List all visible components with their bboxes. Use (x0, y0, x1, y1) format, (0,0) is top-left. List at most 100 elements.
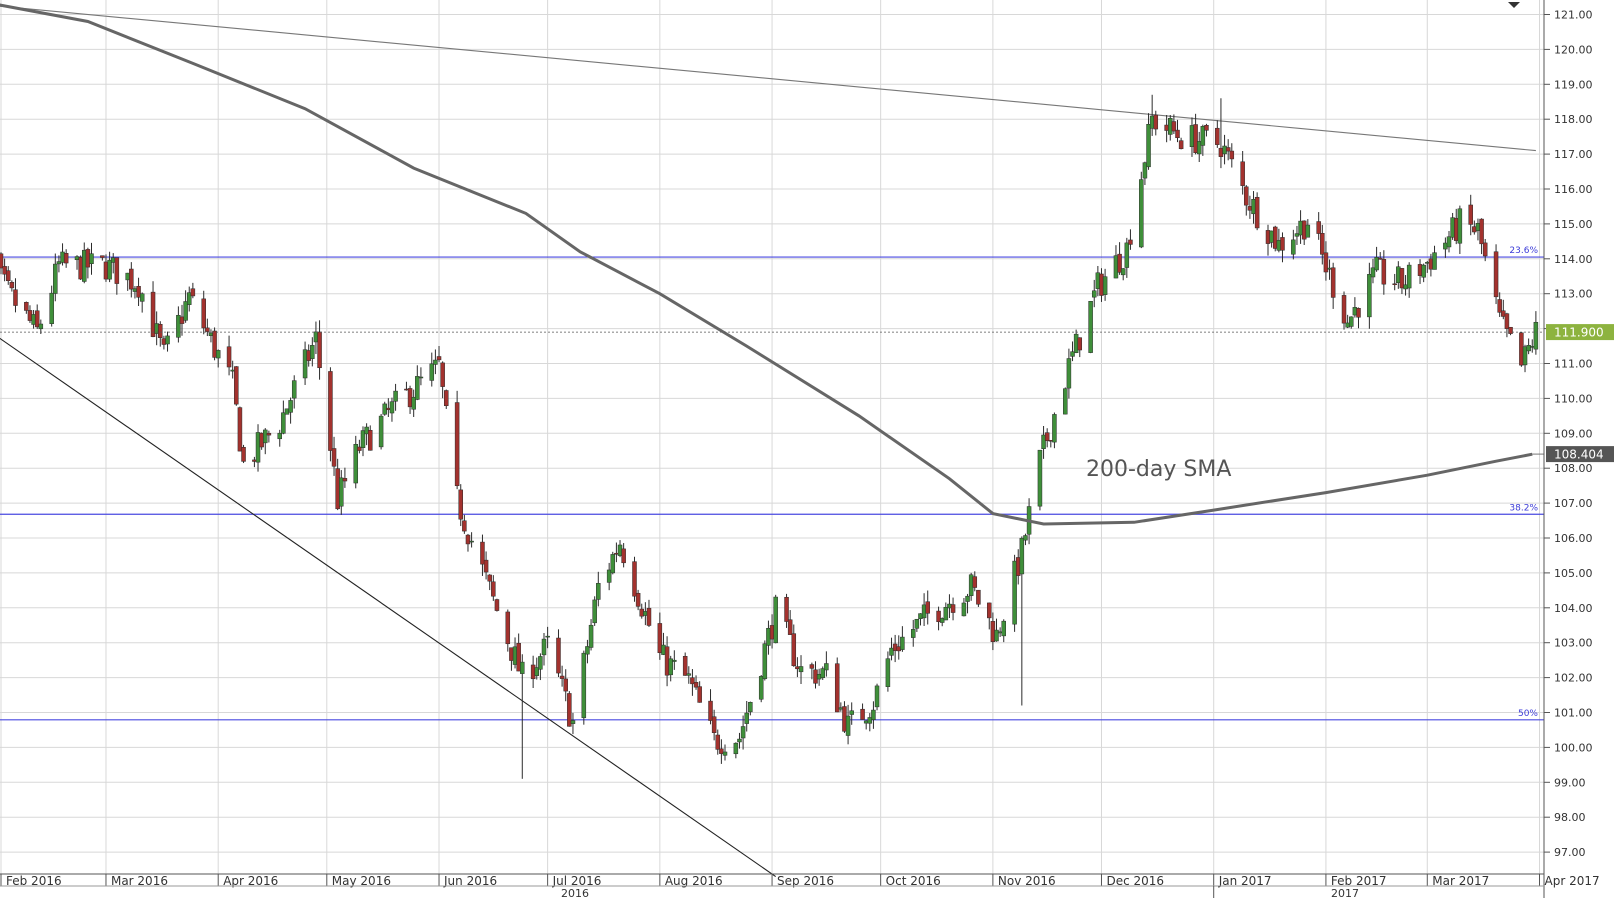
candle-body (1066, 358, 1072, 389)
y-tick-label: 115.00 (1554, 218, 1593, 231)
candle-body (697, 686, 702, 703)
candle-body (281, 412, 286, 434)
candle-body (139, 293, 145, 302)
candle-body (900, 636, 905, 650)
candle-body (1479, 218, 1484, 245)
y-tick-label: 100.00 (1554, 741, 1593, 754)
candle-body (1330, 267, 1336, 298)
candle-body (1493, 251, 1499, 298)
candle-body (1468, 204, 1473, 225)
candle-body (114, 257, 120, 284)
candle-body (646, 607, 652, 626)
candle-body (100, 255, 105, 258)
candle-body (436, 356, 442, 361)
candle-body (585, 646, 590, 655)
candle-body (378, 415, 384, 448)
candle-body (205, 327, 210, 332)
candle-body (889, 647, 894, 656)
trendlines (0, 5, 1536, 877)
candle-body (1204, 124, 1209, 131)
candle-body (1044, 432, 1050, 442)
candle-body (310, 345, 315, 359)
candle-body (1120, 268, 1126, 276)
candle-body (1305, 224, 1311, 238)
candle-body (1381, 259, 1387, 285)
candle-body (415, 376, 420, 400)
candle-body (596, 583, 601, 600)
x-tick-label: Jan 2017 (1218, 874, 1272, 888)
fib-label: 50% (1518, 709, 1538, 719)
candle-body (668, 658, 673, 676)
candle-body (950, 604, 956, 613)
candle-body (331, 448, 337, 467)
candle-body (9, 281, 15, 289)
y-tick-label: 109.00 (1554, 427, 1593, 440)
y-tick-label: 120.00 (1554, 43, 1593, 56)
candle-body (820, 668, 825, 678)
candle-body (129, 268, 134, 290)
candle-body (538, 656, 543, 670)
candle-body (516, 642, 521, 672)
candle-body (89, 253, 94, 264)
candle-body (1052, 414, 1057, 443)
candle-body (1421, 264, 1426, 278)
y-tick-label: 121.00 (1554, 9, 1593, 22)
candle-body (693, 682, 699, 688)
candle-body (534, 667, 540, 676)
candle-body (183, 301, 188, 321)
candle-body (1399, 268, 1405, 289)
candle-body (570, 720, 576, 724)
x-tick-label: Feb 2016 (6, 874, 62, 888)
candle-body (690, 677, 695, 685)
candle-body (1146, 124, 1151, 168)
candle-body (520, 661, 525, 674)
candle-body (994, 629, 999, 642)
candle-body (458, 489, 463, 520)
candle-body (241, 446, 246, 462)
sma-annotation: 200-day SMA (1086, 457, 1231, 482)
candle-body (711, 716, 717, 733)
candle-body (686, 673, 692, 676)
candle-body (2, 266, 7, 275)
candle-body (758, 676, 764, 700)
candle-body (939, 618, 945, 623)
candle-body (342, 478, 348, 482)
candle-body (367, 429, 373, 451)
last-price-tag (1546, 324, 1614, 341)
candle-body (302, 349, 308, 379)
candle-body (393, 390, 398, 402)
candle-body (1457, 208, 1463, 244)
candle-body (491, 581, 496, 597)
trendline-support (0, 337, 776, 877)
y-tick-label: 108.00 (1554, 462, 1593, 475)
candle-body (965, 595, 970, 602)
candle-body (740, 726, 746, 739)
y-tick-label: 99.00 (1554, 776, 1586, 789)
candle-body (433, 359, 438, 365)
candle-body (158, 323, 163, 338)
candle-body (389, 401, 395, 414)
candle-body (976, 589, 981, 605)
candle-body (234, 366, 239, 405)
candle-body (505, 611, 511, 645)
candle-body (1254, 196, 1260, 229)
candle-body (1012, 560, 1017, 625)
candle-body (418, 376, 424, 379)
candle-body (784, 596, 789, 622)
candle-body (1497, 299, 1502, 313)
candle-body (556, 637, 561, 674)
candle-body (201, 298, 206, 329)
candle-body (910, 629, 916, 638)
y-tick-label: 110.00 (1554, 392, 1593, 405)
candle-body (56, 261, 62, 265)
candle-body (13, 289, 18, 306)
candle-body (494, 599, 500, 611)
candle-body (1349, 316, 1354, 327)
grid (0, 0, 1544, 874)
candle-body (1280, 237, 1285, 251)
candle-body (1023, 535, 1028, 541)
y-tick-label: 111.00 (1554, 358, 1593, 371)
candle-body (49, 292, 54, 324)
x-tick-label: Oct 2016 (886, 874, 941, 888)
candle-body (744, 712, 749, 724)
